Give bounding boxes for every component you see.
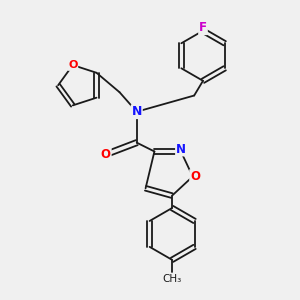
Text: O: O <box>68 60 77 70</box>
Text: O: O <box>190 170 200 183</box>
Text: N: N <box>132 105 142 118</box>
Text: O: O <box>101 148 111 161</box>
Text: F: F <box>199 21 207 34</box>
Text: CH₃: CH₃ <box>163 274 182 284</box>
Text: N: N <box>176 142 186 156</box>
